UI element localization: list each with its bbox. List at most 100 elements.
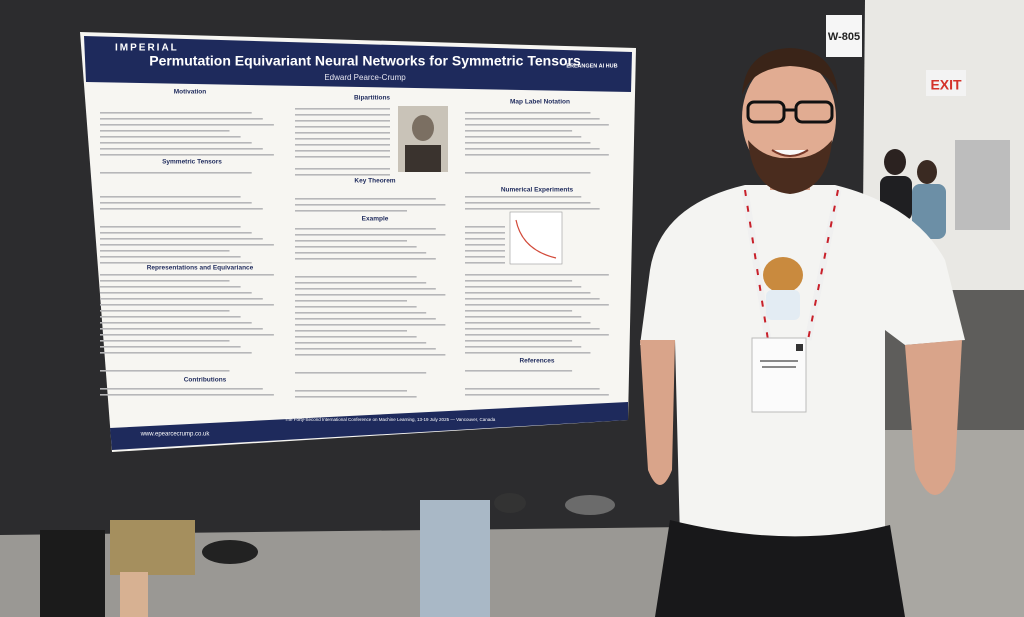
poster-text-line	[100, 172, 252, 174]
lanyard	[741, 189, 842, 341]
poster-text-line	[100, 202, 252, 204]
poster-text-line	[295, 312, 427, 314]
poster-section-heading: Motivation	[174, 89, 207, 96]
badge-text	[762, 366, 796, 368]
poster-text-line	[465, 310, 573, 312]
poster-text-line	[295, 294, 446, 296]
poster-text-line	[100, 292, 252, 294]
poster-text-line	[465, 394, 609, 396]
poster-text-line	[295, 330, 407, 332]
visitor-jeans	[420, 500, 490, 617]
poster-text-line	[100, 394, 274, 396]
poster-text-line	[465, 142, 591, 144]
poster-author: Edward Pearce-Crump	[324, 73, 406, 82]
poster-text-line	[465, 316, 582, 318]
presenter-face	[742, 58, 836, 178]
back-door	[955, 140, 1010, 230]
poster-footer: The Forty-Second International Conferenc…	[285, 417, 496, 422]
poster-section-heading: Example	[362, 216, 389, 223]
poster-text-line	[465, 172, 591, 174]
portrait-photo	[412, 115, 434, 141]
visitor-shorts	[110, 520, 195, 575]
poster-text-line	[465, 226, 505, 228]
poster-text-line	[100, 148, 263, 150]
poster-text-line	[100, 130, 230, 132]
poster-text-line	[100, 388, 263, 390]
poster-text-line	[100, 124, 274, 126]
poster-text-line	[295, 210, 407, 212]
poster-text-line	[465, 322, 591, 324]
poster-text-line	[295, 234, 446, 236]
poster-text-line	[295, 324, 446, 326]
background-person	[917, 160, 937, 184]
poster-text-line	[100, 226, 241, 228]
poster-text-line	[100, 340, 230, 342]
poster-text-line	[100, 112, 252, 114]
poster-text-line	[100, 280, 230, 282]
poster-text-line	[295, 126, 390, 128]
poster-text-line	[465, 286, 582, 288]
poster-text-line	[295, 288, 436, 290]
poster-text-line	[295, 144, 390, 146]
poster-section-heading: Representations and Equivariance	[147, 265, 254, 272]
poster-section-heading: References	[519, 358, 554, 365]
background-person	[884, 149, 906, 175]
loss-plot	[509, 211, 563, 265]
poster-text-line	[100, 322, 252, 324]
poster-text-line	[295, 396, 417, 398]
poster-text-line	[465, 148, 600, 150]
poster-text-line	[100, 142, 252, 144]
poster-text-line	[465, 328, 600, 330]
badge-qr	[796, 344, 803, 351]
poster-text-line	[100, 196, 241, 198]
loss-curve	[515, 219, 557, 259]
presenter-hair	[742, 48, 838, 95]
visitor-shoe	[494, 493, 526, 513]
poster-text-line	[100, 370, 230, 372]
poster-text-line	[100, 232, 252, 234]
poster-text-line	[465, 124, 609, 126]
background-person	[912, 184, 946, 239]
exit-sign: EXIT	[930, 77, 962, 93]
poster-section-heading: Map Label Notation	[510, 99, 570, 106]
badge-text	[760, 360, 798, 362]
poster-text-line	[295, 132, 390, 134]
poster-section-heading: Key Theorem	[354, 178, 395, 185]
poster-text-line	[100, 250, 230, 252]
poster-text-line	[295, 282, 427, 284]
poster-text-line	[100, 352, 252, 354]
presenter-arm	[905, 340, 962, 495]
presenter-glasses	[746, 100, 786, 124]
poster-text-line	[465, 298, 600, 300]
poster-text-line	[295, 204, 446, 206]
poster-text-line	[465, 112, 591, 114]
poster-text-line	[465, 238, 505, 240]
poster-text-line	[295, 276, 417, 278]
poster-text-line	[295, 246, 417, 248]
poster-text-line	[465, 136, 582, 138]
poster-text-line	[295, 300, 407, 302]
poster-headings: Motivation Symmetric Tensors Representatio…	[147, 89, 574, 384]
poster-text-line	[295, 372, 427, 374]
exit-sign-plate	[926, 70, 966, 96]
poster-text-line	[295, 390, 407, 392]
poster-text-line	[295, 150, 390, 152]
poster-text-line	[295, 198, 436, 200]
presenter-arm	[640, 340, 675, 485]
poster-section-heading: Contributions	[184, 377, 227, 384]
poster-text-line	[100, 136, 241, 138]
visitor-shoe	[202, 540, 258, 564]
poster-text-line	[465, 334, 609, 336]
poster-text-line	[465, 292, 591, 294]
presenter-beard	[748, 140, 832, 194]
poster-text-line	[295, 138, 390, 140]
poster-text-line	[100, 316, 241, 318]
poster-text-line	[295, 258, 436, 260]
poster-text-line	[465, 280, 573, 282]
poster-text-line	[465, 262, 505, 264]
poster-text-line	[465, 256, 505, 258]
poster-text-line	[295, 342, 427, 344]
poster-section-heading: Bipartitions	[354, 95, 390, 102]
poster-text-line	[465, 244, 505, 246]
poster-text-line	[295, 174, 390, 176]
